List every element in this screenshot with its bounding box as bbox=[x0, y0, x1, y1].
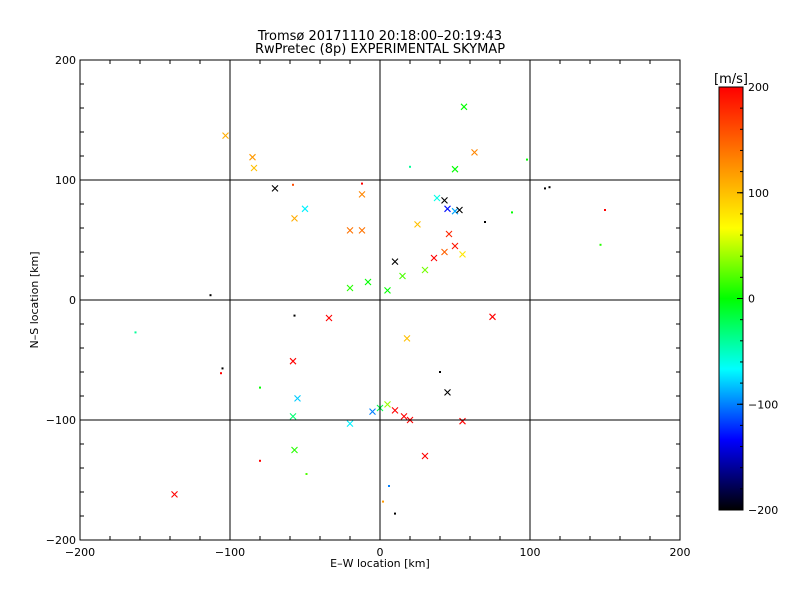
data-point-cross bbox=[444, 205, 451, 213]
data-point bbox=[439, 371, 441, 373]
data-point-cross bbox=[384, 287, 391, 294]
data-point bbox=[382, 500, 384, 503]
data-point-cross bbox=[325, 314, 333, 322]
data-point bbox=[484, 221, 486, 223]
colorbar-gradient bbox=[718, 86, 744, 511]
data-point-cross bbox=[384, 401, 391, 408]
data-point bbox=[134, 331, 137, 334]
data-point-cross bbox=[291, 446, 298, 454]
data-point-cross bbox=[451, 242, 459, 250]
data-point-cross bbox=[358, 227, 366, 234]
data-point-cross bbox=[441, 197, 448, 204]
data-point bbox=[394, 512, 396, 515]
x-tick-label: 0 bbox=[377, 546, 384, 559]
data-point-cross bbox=[346, 284, 354, 292]
x-tick-label: 200 bbox=[670, 546, 691, 559]
data-point bbox=[388, 485, 390, 487]
data-point bbox=[544, 187, 546, 190]
data-point-cross bbox=[456, 206, 463, 214]
data-point-cross bbox=[441, 248, 448, 256]
data-point-cross bbox=[294, 395, 301, 402]
data-point-cross bbox=[489, 313, 496, 321]
x-tick-label: 100 bbox=[520, 546, 541, 559]
data-point-cross bbox=[400, 413, 408, 420]
data-point-cross bbox=[301, 205, 309, 213]
data-point-cross bbox=[399, 272, 406, 280]
chart-subtitle: RwPretec (8p) EXPERIMENTAL SKYMAP bbox=[255, 42, 505, 57]
data-point bbox=[409, 165, 411, 168]
data-point-cross bbox=[414, 221, 421, 228]
data-point-cross bbox=[271, 185, 279, 192]
y-axis-label: N–S location [km] bbox=[28, 251, 41, 348]
data-point-cross bbox=[391, 258, 399, 265]
data-point-cross bbox=[249, 153, 256, 161]
data-point-cross bbox=[171, 491, 178, 498]
data-point bbox=[511, 211, 513, 214]
colorbar-tick-label: 200 bbox=[748, 81, 769, 94]
data-point-cross bbox=[222, 132, 229, 139]
data-point bbox=[526, 158, 528, 161]
data-point-cross bbox=[291, 215, 298, 222]
data-point-cross bbox=[460, 103, 468, 111]
chart-title: Tromsø 20171110 20:18:00–20:19:43 bbox=[257, 29, 502, 44]
data-point bbox=[293, 314, 296, 317]
x-tick-label: −100 bbox=[215, 546, 245, 559]
colorbar-tick-label: −200 bbox=[748, 504, 778, 517]
data-point-cross bbox=[289, 413, 297, 420]
data-point bbox=[599, 243, 602, 246]
data-point bbox=[220, 372, 222, 375]
data-point-cross bbox=[444, 389, 451, 396]
y-tick-label: 200 bbox=[55, 54, 76, 67]
data-point-cross bbox=[433, 194, 441, 202]
axis-ticks: −200−200 −100 −100 0 0 100 100 200 200 bbox=[46, 54, 691, 559]
data-point-cross bbox=[289, 357, 297, 365]
data-point-cross bbox=[421, 452, 429, 460]
y-tick-label: −100 bbox=[46, 414, 76, 427]
x-axis-label: E–W location [km] bbox=[330, 557, 430, 570]
data-point-cross bbox=[358, 191, 366, 198]
data-point bbox=[259, 386, 261, 389]
x-tick-label: −200 bbox=[65, 546, 95, 559]
data-points bbox=[134, 103, 606, 515]
data-point-cross bbox=[364, 278, 372, 286]
colorbar: [m/s] 200 100 0 −100 −200 bbox=[714, 72, 778, 517]
data-point-cross bbox=[369, 408, 376, 415]
data-point bbox=[361, 182, 363, 185]
data-point-cross bbox=[445, 230, 453, 238]
data-point-cross bbox=[459, 251, 466, 258]
colorbar-tick-label: 100 bbox=[748, 187, 769, 200]
data-point-cross bbox=[430, 254, 438, 262]
data-point bbox=[292, 183, 294, 186]
data-point bbox=[209, 294, 212, 297]
colorbar-tick-label: −100 bbox=[748, 398, 778, 411]
data-point-cross bbox=[346, 227, 354, 234]
data-point bbox=[548, 186, 551, 189]
data-point-cross bbox=[459, 417, 466, 425]
data-point-cross bbox=[250, 164, 258, 172]
colorbar-tick-label: 0 bbox=[748, 293, 755, 306]
colorbar-ticks: 200 100 0 −100 −200 bbox=[737, 81, 778, 517]
y-tick-label: 100 bbox=[55, 174, 76, 187]
data-point bbox=[604, 209, 606, 211]
data-point-cross bbox=[391, 407, 399, 414]
y-tick-label: −200 bbox=[46, 534, 76, 547]
colorbar-label: [m/s] bbox=[714, 72, 748, 87]
data-point-cross bbox=[421, 266, 429, 274]
data-point bbox=[259, 459, 261, 462]
data-point-cross bbox=[451, 165, 459, 173]
grid-lines bbox=[80, 60, 680, 540]
data-point-cross bbox=[451, 207, 459, 215]
data-point-cross bbox=[403, 335, 411, 342]
data-point bbox=[221, 367, 224, 370]
data-point-cross bbox=[346, 420, 354, 427]
data-point-cross bbox=[471, 149, 478, 156]
data-point bbox=[305, 473, 308, 475]
y-tick-label: 0 bbox=[69, 294, 76, 307]
